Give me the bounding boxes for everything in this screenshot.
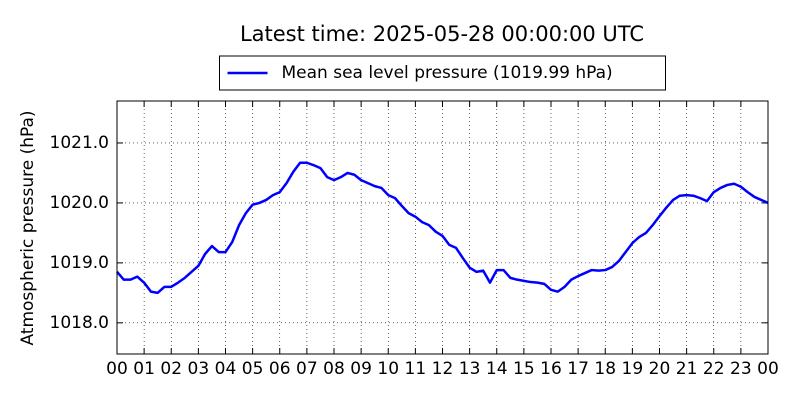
- x-tick-label: 12: [432, 359, 454, 379]
- x-tick-label: 06: [269, 359, 291, 379]
- x-tick-label: 10: [377, 359, 399, 379]
- x-tick-label: 15: [513, 359, 535, 379]
- x-tick-label: 03: [188, 359, 210, 379]
- y-tick-label: 1019.0: [50, 253, 109, 273]
- chart-title: Latest time: 2025-05-28 00:00:00 UTC: [240, 22, 644, 46]
- line: [116, 161, 769, 295]
- plot-frame: [116, 100, 769, 355]
- legend-box: [219, 55, 666, 91]
- x-tick-label: 19: [622, 359, 644, 379]
- x-tick-label: 23: [730, 359, 752, 379]
- x-tick-label: 00: [757, 359, 779, 379]
- x-tick-label: 11: [405, 359, 427, 379]
- x-tick-label: 20: [649, 359, 671, 379]
- x-tick-label: 08: [323, 359, 345, 379]
- legend-label: Mean sea level pressure (1019.99 hPa): [282, 63, 613, 83]
- x-tick-label: 02: [160, 359, 182, 379]
- y-axis-label: Atmospheric pressure (hPa): [18, 110, 38, 345]
- y-tick-label: 1020.0: [50, 193, 109, 213]
- x-tick-label: 04: [215, 359, 237, 379]
- x-tick-label: 09: [350, 359, 372, 379]
- x-tick-label: 16: [540, 359, 562, 379]
- x-tick-label: 17: [567, 359, 589, 379]
- x-tick-label: 22: [703, 359, 725, 379]
- x-tick-label: 21: [676, 359, 698, 379]
- x-tick-label: 01: [133, 359, 155, 379]
- x-tick-label: 14: [486, 359, 508, 379]
- x-tick-label: 05: [242, 359, 264, 379]
- y-tick-label: 1021.0: [50, 133, 109, 153]
- x-tick-label: 07: [296, 359, 318, 379]
- y-tick-label: 1018.0: [50, 313, 109, 333]
- x-tick-label: 00: [106, 359, 128, 379]
- x-tick-label: 18: [594, 359, 616, 379]
- x-tick-label: 13: [459, 359, 481, 379]
